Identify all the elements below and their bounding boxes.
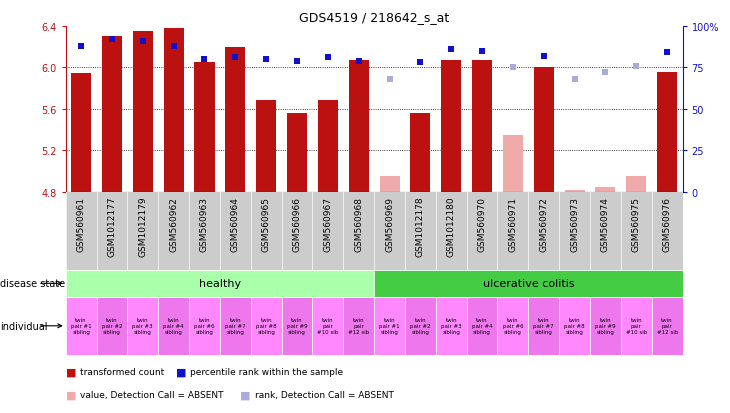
Text: individual: individual [0, 321, 47, 331]
Text: value, Detection Call = ABSENT: value, Detection Call = ABSENT [80, 390, 224, 399]
Bar [96, 297, 128, 355]
Text: twin
pair #1
sibling: twin pair #1 sibling [379, 318, 400, 334]
Bar [374, 270, 683, 297]
Text: ulcerative colitis: ulcerative colitis [483, 279, 575, 289]
Bar [436, 297, 466, 355]
Bar [318, 100, 338, 192]
Text: twin
pair #8
sibling: twin pair #8 sibling [255, 318, 277, 334]
Text: twin
pair #4
sibling: twin pair #4 sibling [164, 318, 184, 334]
Bar [620, 297, 652, 355]
Bar [596, 187, 615, 192]
Bar [343, 297, 374, 355]
Bar [66, 270, 374, 297]
Text: GSM560971: GSM560971 [508, 196, 518, 251]
Text: twin
pair #8
sibling: twin pair #8 sibling [564, 318, 585, 334]
Text: ■: ■ [176, 366, 186, 377]
Bar [220, 297, 251, 355]
Bar [374, 297, 405, 355]
Text: GSM560975: GSM560975 [631, 196, 641, 251]
Text: GSM560976: GSM560976 [663, 196, 672, 251]
Text: percentile rank within the sample: percentile rank within the sample [191, 367, 343, 376]
Bar [256, 100, 276, 192]
Bar [626, 177, 646, 192]
Text: disease state: disease state [0, 279, 65, 289]
Bar [503, 135, 523, 192]
Bar [158, 297, 189, 355]
Text: twin
pair #2
sibling: twin pair #2 sibling [410, 318, 431, 334]
Bar [287, 114, 307, 192]
Bar [164, 29, 184, 192]
Text: GSM1012178: GSM1012178 [416, 196, 425, 257]
Bar [251, 297, 282, 355]
Text: twin
pair #2
sibling: twin pair #2 sibling [101, 318, 123, 334]
Text: twin
pair #3
sibling: twin pair #3 sibling [441, 318, 461, 334]
Text: GSM560965: GSM560965 [261, 196, 271, 251]
Bar [472, 61, 492, 192]
Text: GSM1012177: GSM1012177 [107, 196, 117, 257]
Bar [133, 32, 153, 192]
Text: twin
pair
#10 sib: twin pair #10 sib [318, 318, 339, 334]
Bar [652, 297, 683, 355]
Text: twin
pair #6
sibling: twin pair #6 sibling [194, 318, 215, 334]
Bar [312, 297, 343, 355]
Bar [405, 297, 436, 355]
Text: twin
pair
#12 sib: twin pair #12 sib [656, 318, 677, 334]
Bar [410, 114, 431, 192]
Text: GSM560972: GSM560972 [539, 196, 548, 251]
Bar [194, 63, 215, 192]
Text: GSM560962: GSM560962 [169, 196, 178, 251]
Bar [534, 68, 554, 192]
Bar [657, 72, 677, 192]
Text: twin
pair #7
sibling: twin pair #7 sibling [534, 318, 554, 334]
Text: twin
pair #9
sibling: twin pair #9 sibling [595, 318, 616, 334]
Text: transformed count: transformed count [80, 367, 164, 376]
Text: twin
pair #7
sibling: twin pair #7 sibling [225, 318, 246, 334]
Bar [564, 190, 585, 192]
Text: rank, Detection Call = ABSENT: rank, Detection Call = ABSENT [255, 390, 393, 399]
Bar [71, 74, 91, 192]
Bar [590, 297, 620, 355]
Bar [559, 297, 590, 355]
Bar [66, 297, 96, 355]
Text: GSM560973: GSM560973 [570, 196, 579, 251]
Text: twin
pair
#10 sib: twin pair #10 sib [626, 318, 647, 334]
Text: ■: ■ [66, 389, 76, 399]
Bar [102, 37, 122, 192]
Text: GSM1012180: GSM1012180 [447, 196, 456, 257]
Bar [466, 297, 497, 355]
Text: twin
pair #3
sibling: twin pair #3 sibling [132, 318, 153, 334]
Text: GSM560966: GSM560966 [293, 196, 301, 251]
Text: healthy: healthy [199, 279, 241, 289]
Bar [282, 297, 312, 355]
Bar [497, 297, 529, 355]
Text: twin
pair
#12 sib: twin pair #12 sib [348, 318, 369, 334]
Text: GSM560961: GSM560961 [77, 196, 85, 251]
Bar [226, 47, 245, 192]
Title: GDS4519 / 218642_s_at: GDS4519 / 218642_s_at [299, 11, 449, 24]
Text: ■: ■ [240, 389, 250, 399]
Bar [127, 297, 158, 355]
Text: GSM560967: GSM560967 [323, 196, 332, 251]
Bar [529, 297, 559, 355]
Text: GSM560970: GSM560970 [477, 196, 487, 251]
Text: GSM560964: GSM560964 [231, 196, 240, 251]
Text: twin
pair #6
sibling: twin pair #6 sibling [502, 318, 523, 334]
Bar [441, 61, 461, 192]
Bar [380, 177, 399, 192]
Bar [189, 297, 220, 355]
Text: twin
pair #9
sibling: twin pair #9 sibling [287, 318, 307, 334]
Text: GSM1012179: GSM1012179 [138, 196, 147, 257]
Bar [349, 61, 369, 192]
Text: GSM560969: GSM560969 [385, 196, 394, 251]
Text: ■: ■ [66, 366, 76, 377]
Text: twin
pair #1
sibling: twin pair #1 sibling [71, 318, 91, 334]
Text: twin
pair #4
sibling: twin pair #4 sibling [472, 318, 493, 334]
Text: GSM560968: GSM560968 [354, 196, 364, 251]
Text: GSM560963: GSM560963 [200, 196, 209, 251]
Text: GSM560974: GSM560974 [601, 196, 610, 251]
